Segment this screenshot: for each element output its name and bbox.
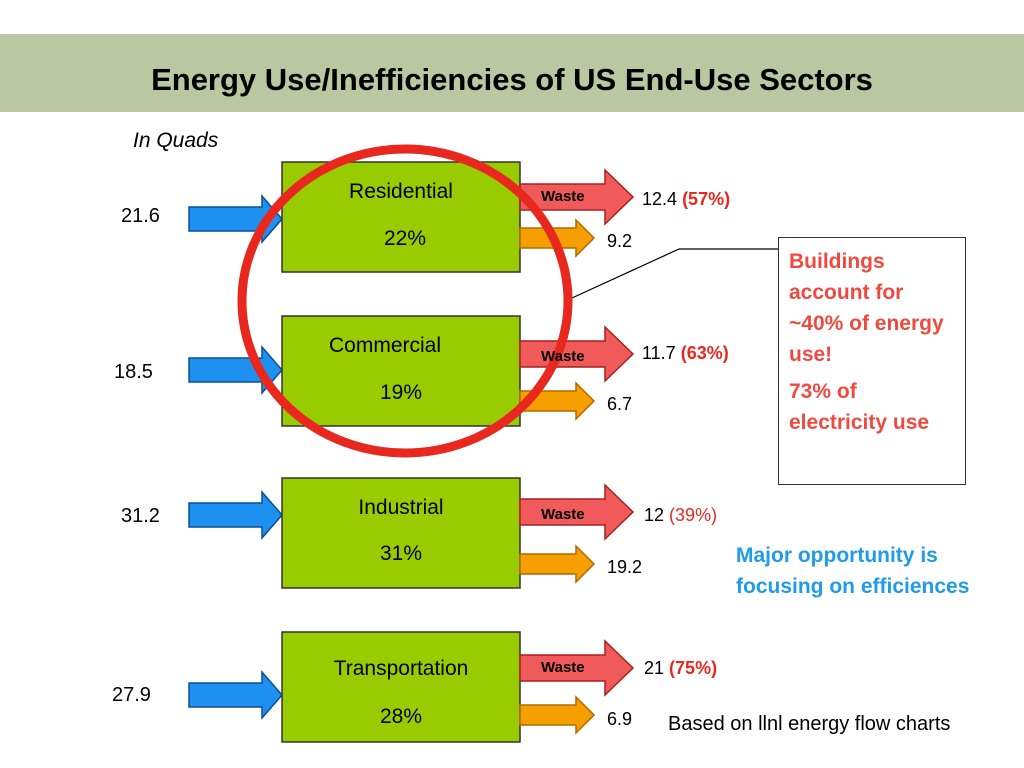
useful-arrow (519, 544, 596, 584)
sector-share-residential: 22% (383, 227, 427, 250)
buildings-callout: Buildings account for ~40% of energy use… (778, 237, 966, 485)
waste-label: Waste (541, 659, 585, 676)
source-note: Based on llnl energy flow charts (668, 713, 951, 735)
sector-commercial (188, 315, 635, 427)
buildings-highlight-circle (237, 144, 573, 458)
waste-percent: (57%) (682, 189, 731, 209)
waste-label: Waste (541, 348, 585, 365)
waste-output-industrial: 12 (39%) (644, 505, 717, 526)
waste-value: 12 (644, 505, 665, 525)
units-label: In Quads (133, 129, 219, 152)
opportunity-note: Major opportunity is focusing on efficie… (736, 544, 970, 598)
input-value-transportation: 27.9 (112, 684, 151, 706)
waste-value: 11.7 (642, 343, 676, 363)
callout-energy-share: Buildings account for ~40% of energy use… (789, 250, 944, 366)
useful-output-commercial: 6.7 (607, 394, 633, 414)
useful-output-residential: 9.2 (607, 231, 633, 251)
sector-name-commercial: Commercial (328, 334, 441, 357)
callout-connector (571, 248, 778, 299)
sector-box (281, 477, 521, 589)
useful-output-industrial: 19.2 (607, 557, 643, 577)
sector-box (281, 315, 521, 427)
sector-industrial (188, 477, 635, 589)
waste-arrow (519, 325, 635, 383)
input-value-residential: 21.6 (121, 205, 160, 227)
useful-output-transportation: 6.9 (607, 709, 633, 729)
waste-output-residential: 12.4 (57%) (642, 189, 730, 210)
sector-share-transportation: 28% (379, 705, 423, 728)
sector-transportation (188, 631, 635, 743)
waste-value: 12.4 (642, 189, 678, 209)
input-arrow (188, 669, 283, 721)
input-value-commercial: 18.5 (114, 361, 153, 383)
sector-box (281, 631, 521, 743)
waste-label: Waste (541, 506, 585, 523)
waste-output-commercial: 11.7 (63%) (642, 343, 729, 364)
waste-output-transportation: 21 (75%) (644, 658, 717, 679)
waste-percent: (63%) (680, 343, 729, 363)
sector-name-transportation: Transportation (333, 657, 469, 680)
waste-arrow (519, 483, 635, 541)
waste-value: 21 (644, 658, 665, 678)
sector-name-industrial: Industrial (358, 496, 444, 519)
input-arrow (188, 489, 283, 541)
waste-arrow (519, 639, 635, 697)
sector-share-commercial: 19% (379, 381, 423, 404)
waste-percent: (75%) (669, 658, 718, 678)
sector-share-industrial: 31% (379, 542, 423, 565)
sector-residential (188, 161, 635, 273)
useful-arrow (519, 695, 596, 735)
callout-electricity-share: 73% of electricity use (789, 380, 930, 434)
waste-percent: (39%) (669, 505, 718, 525)
title-band (0, 34, 1024, 112)
sector-name-residential: Residential (349, 180, 453, 203)
waste-label: Waste (541, 188, 585, 205)
sector-box (281, 161, 521, 273)
slide-title: Energy Use/Inefficiencies of US End-Use … (151, 62, 873, 97)
input-value-industrial: 31.2 (121, 505, 160, 527)
